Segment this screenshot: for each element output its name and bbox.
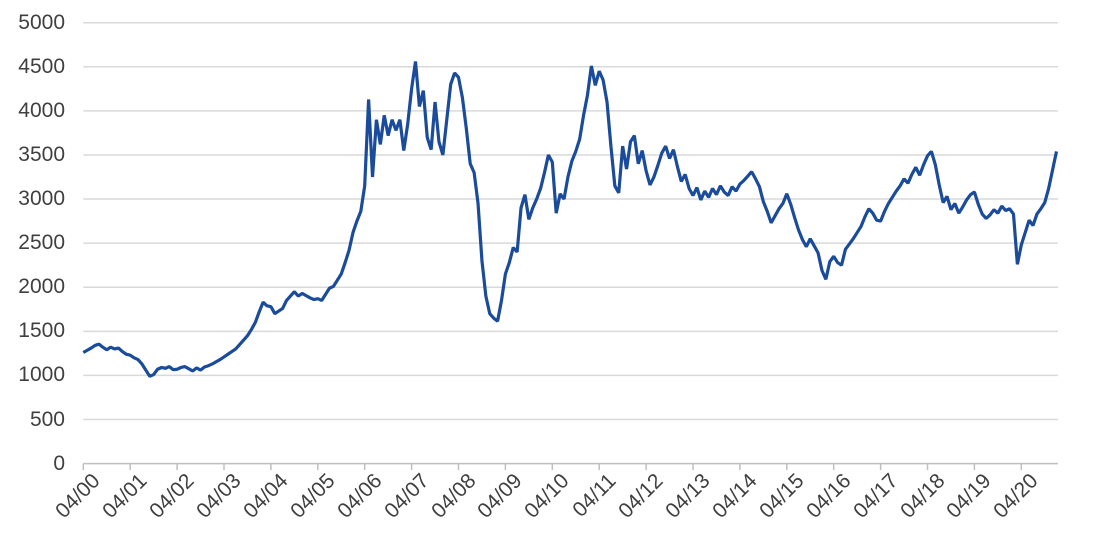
y-tick-label: 1500: [18, 319, 65, 343]
y-tick-label: 2000: [18, 275, 65, 299]
index-data-line: [82, 61, 1059, 378]
y-tick-label: 1000: [18, 363, 65, 387]
y-tick-label: 0: [53, 451, 65, 475]
y-tick-label: 4500: [18, 54, 65, 78]
y-tick-label: 3000: [18, 187, 65, 211]
y-tick-label: 5000: [18, 10, 65, 34]
y-tick-label: 4000: [18, 98, 65, 122]
y-tick-label: 500: [29, 407, 65, 431]
y-tick-label: 3500: [18, 142, 65, 166]
y-tick-label: 2500: [18, 231, 65, 255]
